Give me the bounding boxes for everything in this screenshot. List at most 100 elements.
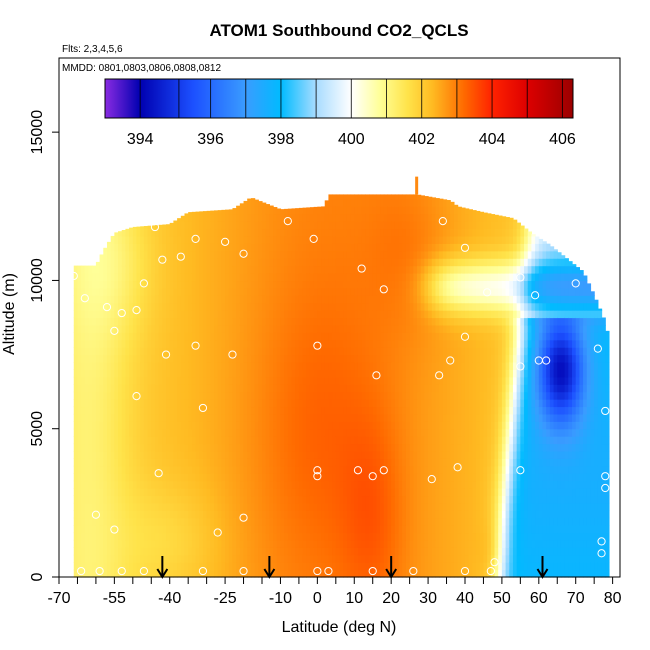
heatmap-cell xyxy=(180,347,186,356)
heatmap-cell xyxy=(357,532,363,541)
heatmap-cell xyxy=(239,235,245,244)
heatmap-cell xyxy=(147,391,152,400)
heatmap-cell xyxy=(247,243,252,252)
heatmap-cell xyxy=(169,428,175,437)
heatmap-cell xyxy=(125,525,130,534)
heatmap-cell xyxy=(154,569,160,578)
heatmap-cell xyxy=(258,399,263,408)
heatmap-cell xyxy=(232,280,237,289)
heatmap-cell xyxy=(125,287,130,296)
heatmap-cell xyxy=(435,465,440,474)
heatmap-cell xyxy=(346,295,352,304)
heatmap-cell xyxy=(321,228,326,237)
heatmap-cell xyxy=(391,525,396,534)
heatmap-cell xyxy=(321,302,326,311)
heatmap-cell xyxy=(369,436,374,445)
heatmap-cell xyxy=(217,213,222,222)
heatmap-cell xyxy=(402,525,407,534)
heatmap-cell xyxy=(435,413,440,422)
heatmap-cell xyxy=(114,361,119,370)
heatmap-cell xyxy=(121,428,127,437)
heatmap-cell xyxy=(250,376,256,385)
heatmap-cell xyxy=(276,428,282,437)
heatmap-cell xyxy=(413,413,418,422)
heatmap-cell xyxy=(92,280,97,289)
heatmap-cell xyxy=(210,450,215,459)
heatmap-cell xyxy=(99,332,104,341)
heatmap-cell xyxy=(291,488,296,497)
heatmap-cell xyxy=(217,413,222,422)
heatmap-cell xyxy=(394,428,400,437)
heatmap-cell xyxy=(302,235,307,244)
heatmap-cell xyxy=(280,399,285,408)
heatmap-cell xyxy=(391,458,396,467)
heatmap-cell xyxy=(309,302,315,311)
heatmap-cell xyxy=(361,413,366,422)
heatmap-cell xyxy=(92,354,97,363)
heatmap-cell xyxy=(136,384,141,393)
heatmap-cell xyxy=(428,273,433,282)
heatmap-cell xyxy=(140,525,145,534)
heatmap-cell xyxy=(439,458,444,467)
heatmap-cell xyxy=(339,213,344,222)
heatmap-cell xyxy=(254,221,259,230)
heatmap-cell xyxy=(439,198,444,207)
heatmap-cell xyxy=(118,532,123,541)
heatmap-cell xyxy=(206,428,211,437)
heatmap-cell xyxy=(121,525,127,534)
heatmap-cell xyxy=(254,562,259,571)
heatmap-cell xyxy=(106,310,112,319)
heatmap-cell xyxy=(177,361,182,370)
heatmap-cell xyxy=(280,554,285,563)
heatmap-cell xyxy=(147,413,152,422)
heatmap-cell xyxy=(221,317,226,326)
heatmap-cell xyxy=(420,480,425,489)
heatmap-cell xyxy=(188,458,193,467)
heatmap-cell xyxy=(147,465,152,474)
heatmap-cell xyxy=(114,488,119,497)
heatmap-cell xyxy=(177,539,182,548)
heatmap-cell xyxy=(328,361,333,370)
heatmap-cell xyxy=(372,302,378,311)
heatmap-cell xyxy=(383,399,389,408)
heatmap-cell xyxy=(332,354,337,363)
heatmap-cell xyxy=(354,532,359,541)
heatmap-cell xyxy=(361,250,366,259)
heatmap-cell xyxy=(335,391,341,400)
heatmap-cell xyxy=(309,317,315,326)
heatmap-cell xyxy=(110,495,115,504)
heatmap-cell xyxy=(214,539,219,548)
heatmap-cell xyxy=(431,458,437,467)
heatmap-cell xyxy=(95,369,101,378)
heatmap-cell xyxy=(261,376,267,385)
heatmap-cell xyxy=(173,436,178,445)
heatmap-cell xyxy=(206,235,211,244)
heatmap-cell xyxy=(247,450,252,459)
heatmap-cell xyxy=(276,302,282,311)
heatmap-cell xyxy=(387,532,392,541)
heatmap-cell xyxy=(439,428,444,437)
heatmap-cell xyxy=(188,213,193,222)
heatmap-cell xyxy=(413,399,418,408)
heatmap-cell xyxy=(261,302,267,311)
heatmap-cell xyxy=(350,391,355,400)
heatmap-cell xyxy=(306,517,311,526)
heatmap-cell xyxy=(409,258,414,267)
heatmap-cell xyxy=(221,391,226,400)
heatmap-cell xyxy=(84,510,90,519)
heatmap-cell xyxy=(357,221,363,230)
heatmap-cell xyxy=(383,221,389,230)
heatmap-cell xyxy=(376,569,381,578)
heatmap-cell xyxy=(424,517,429,526)
heatmap-cell xyxy=(265,562,270,571)
heatmap-cell xyxy=(291,317,296,326)
heatmap-cell xyxy=(199,211,204,215)
heatmap-cell xyxy=(143,332,149,341)
heatmap-cell xyxy=(261,258,267,267)
heatmap-cell xyxy=(409,228,414,237)
heatmap-cell xyxy=(188,295,193,304)
heatmap-cell xyxy=(313,473,318,482)
heatmap-cell xyxy=(324,532,330,541)
heatmap-cell xyxy=(118,347,123,356)
heatmap-cell xyxy=(431,399,437,408)
